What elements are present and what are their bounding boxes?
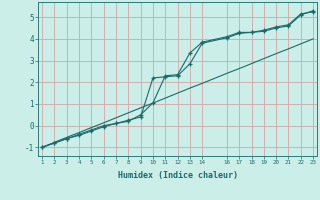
- X-axis label: Humidex (Indice chaleur): Humidex (Indice chaleur): [118, 171, 238, 180]
